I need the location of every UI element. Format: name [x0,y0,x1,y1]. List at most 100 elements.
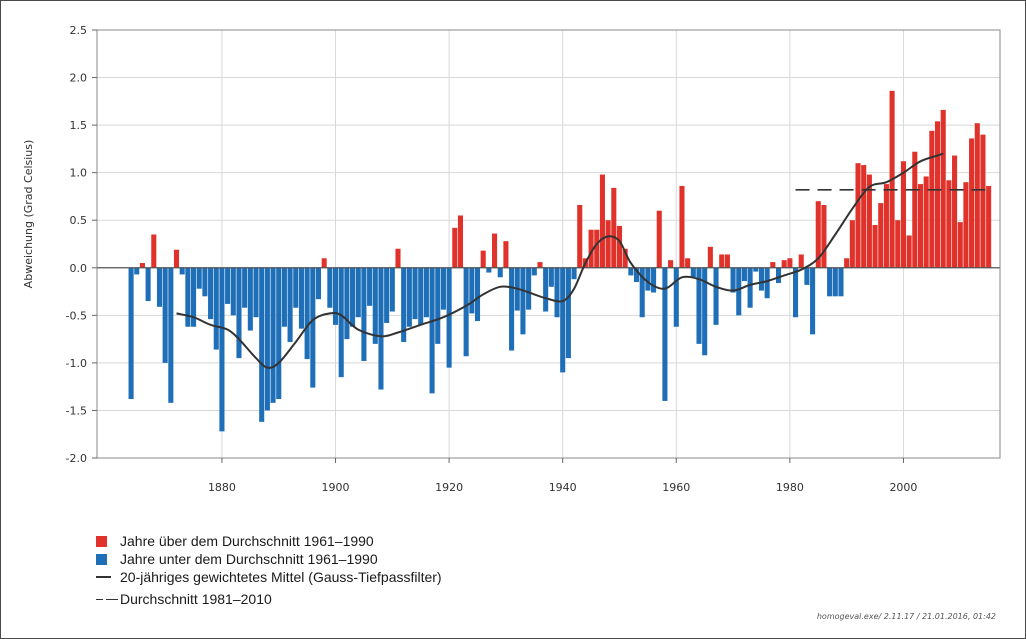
bar-below [645,267,651,291]
bar-below [662,267,668,401]
bar-above [492,233,498,268]
bar-below [440,267,446,310]
bar-above [770,262,776,268]
bar-above [577,205,583,268]
bar-below [793,267,799,318]
bar-below [827,267,833,297]
y-axis-label: Abweichung (Grad Celsius) [22,140,35,289]
bar-below [202,267,208,297]
bar-below [673,267,679,327]
y-tick-label: 1.5 [70,119,88,132]
bar-above [895,220,901,268]
x-tick-label: 1920 [435,481,463,494]
y-tick-label: 2.0 [70,72,88,85]
bar-below [401,267,407,342]
bar-above [923,176,929,268]
bar-below [435,267,441,344]
bar-above [679,185,685,268]
anomaly-chart: 2.52.01.51.00.50.0-0.5-1.0-1.5-2.0 1880 1… [22,24,1001,494]
bar-above [878,203,884,268]
bar-below [690,267,696,278]
bar-below [753,267,759,272]
bar-below [196,267,202,289]
bar-above [866,174,872,268]
bar-above [900,161,906,268]
bar-below [554,267,560,318]
x-tick-label: 1940 [549,481,577,494]
bar-below [355,267,361,318]
x-tick-label: 2000 [889,481,917,494]
bar-below [497,267,503,278]
bar-below [702,267,708,356]
y-tick-label: -1.5 [66,404,87,417]
bar-below [406,267,412,327]
bar-below [332,267,339,325]
bar-below [168,267,174,403]
bar-below [276,267,282,400]
y-tick-labels: 2.5 2.0 1.5 1.0 0.5 0.0 -0.5 -1.0 -1.5 -2.0 [66,24,97,465]
bar-below [526,267,532,310]
bar-below [270,267,276,403]
bar-below [730,267,736,293]
bar-above [685,258,691,268]
bar-above [917,184,924,268]
bar-below [543,267,549,312]
bar-below [225,267,231,304]
footer-stamp: homogeval.exe/ 2.11.17 / 21.01.2016, 01:… [816,612,996,621]
bar-above [599,174,605,268]
smoothed-mean-line [176,152,944,369]
bar-below [145,267,151,302]
bar-below [838,267,844,297]
bar-above [906,235,912,268]
bar-above [821,205,827,268]
bar-below [832,267,838,297]
legend-label-smoothed: 20-jähriges gewichtetes Mittel (Gauss-Ti… [120,569,442,585]
bar-below [281,267,287,327]
bar-below [423,267,429,318]
bar-below [230,267,236,316]
bar-above [151,234,157,268]
legend: Jahre über dem Durchschnitt 1961–1990 Ja… [96,532,696,608]
anomaly-bars [128,90,992,432]
bar-below [298,267,304,329]
bar-below [247,267,253,331]
x-tick-label: 1980 [776,481,804,494]
bar-above [656,210,662,268]
bar-below [418,267,424,325]
bar-above [946,180,952,268]
y-tick-label: 0.0 [70,262,88,275]
bar-below [775,267,782,283]
bar-above [798,254,804,268]
bar-below [736,267,742,316]
bar-above [173,249,180,268]
bar-below [639,267,645,318]
legend-swatch-dash [96,599,103,600]
bar-below [208,267,214,320]
bar-below [741,267,747,282]
bar-above [719,254,725,268]
bar-below [389,267,395,312]
bar-below [236,267,242,359]
bar-below [446,267,452,368]
bar-below [179,267,185,275]
legend-item-above: Jahre über dem Durchschnitt 1961–1990 [96,532,696,550]
bar-above [321,258,327,268]
legend-label-above: Jahre über dem Durchschnitt 1961–1990 [120,533,374,549]
legend-label-below: Jahre unter dem Durchschnitt 1961–1990 [120,551,378,567]
bar-below [367,267,373,306]
bar-below [571,267,577,280]
legend-item-below: Jahre unter dem Durchschnitt 1961–1990 [96,550,696,568]
bar-above [724,254,730,268]
bar-above [940,109,946,268]
legend-item-reference: Durchschnitt 1981–2010 [96,590,696,608]
bar-above [395,248,401,268]
bar-below [242,267,248,308]
bar-above [855,163,861,268]
y-tick-label: -2.0 [66,452,87,465]
bar-above [849,220,855,268]
bar-above [929,130,935,268]
legend-swatch-blue [96,554,107,565]
bar-above [605,220,611,268]
bar-below [747,267,753,308]
x-tick-label: 1880 [208,481,236,494]
